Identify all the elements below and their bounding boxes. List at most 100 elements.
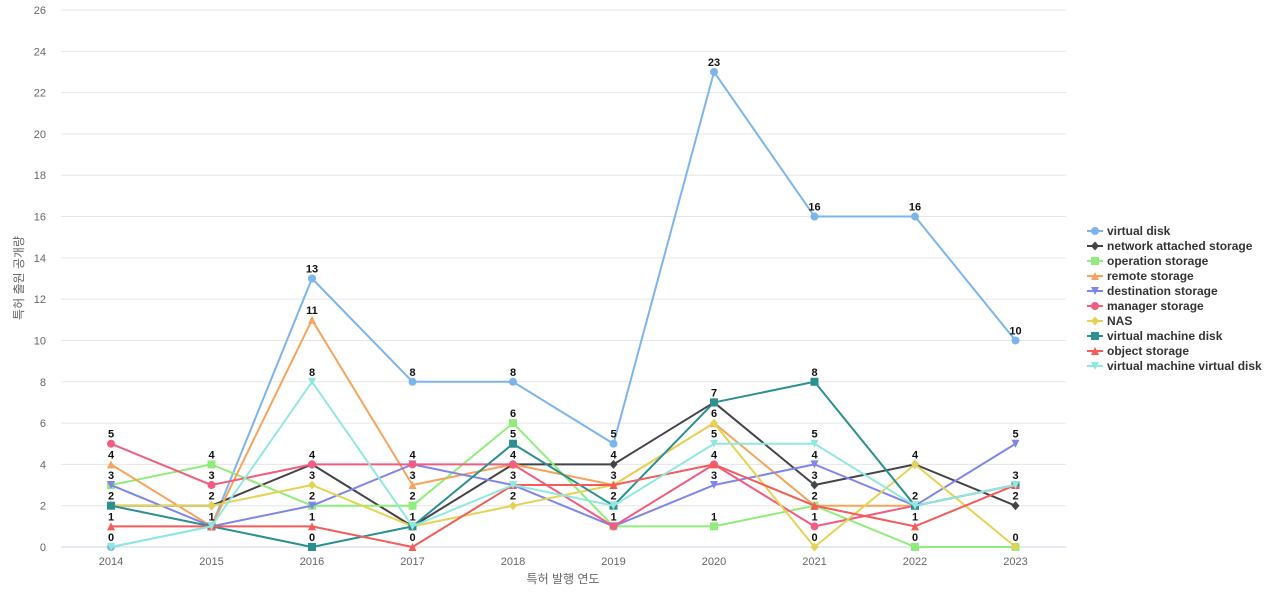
data-label: 4 bbox=[711, 449, 718, 461]
data-point bbox=[107, 501, 115, 510]
data-label: 5 bbox=[1012, 429, 1018, 441]
grid bbox=[61, 9, 1066, 548]
data-point bbox=[308, 377, 316, 386]
data-label: 2 bbox=[510, 491, 516, 503]
data-point bbox=[810, 480, 819, 490]
x-tick-label: 2018 bbox=[501, 556, 525, 568]
data-point bbox=[1011, 501, 1020, 511]
data-point bbox=[710, 481, 718, 490]
data-point bbox=[810, 377, 819, 386]
data-label: 4 bbox=[309, 449, 316, 461]
y-tick-label: 6 bbox=[40, 418, 46, 430]
data-point bbox=[308, 480, 316, 490]
x-axis-title: 특허 발행 연도 bbox=[527, 571, 600, 586]
series-9 bbox=[107, 377, 1020, 551]
legend-item[interactable]: manager storage bbox=[1087, 299, 1204, 313]
data-point bbox=[308, 274, 316, 283]
data-point bbox=[609, 481, 618, 490]
data-point bbox=[609, 459, 618, 469]
legend-marker bbox=[1091, 272, 1099, 280]
legend-label: network attached storage bbox=[1107, 239, 1253, 253]
data-label: 1 bbox=[309, 511, 315, 523]
data-label: 6 bbox=[711, 408, 717, 420]
data-label: 2 bbox=[912, 491, 918, 503]
legend-item[interactable]: operation storage bbox=[1087, 254, 1209, 268]
data-point bbox=[408, 460, 417, 469]
data-point bbox=[710, 522, 718, 531]
legend-marker bbox=[1091, 316, 1099, 326]
y-tick-label: 12 bbox=[34, 294, 46, 306]
legend-item[interactable]: network attached storage bbox=[1087, 239, 1253, 253]
y-tick-label: 4 bbox=[40, 459, 46, 471]
data-label: 8 bbox=[309, 367, 315, 379]
data-point bbox=[107, 543, 115, 551]
data-point bbox=[509, 501, 517, 511]
legend-item[interactable]: NAS bbox=[1087, 314, 1132, 328]
legend-label: virtual disk bbox=[1107, 224, 1171, 238]
data-label: 4 bbox=[811, 449, 818, 461]
legend-item[interactable]: destination storage bbox=[1087, 284, 1218, 298]
data-label: 7 bbox=[711, 387, 717, 399]
data-point bbox=[810, 522, 819, 531]
data-point bbox=[710, 398, 718, 407]
data-label: 5 bbox=[610, 429, 616, 441]
series-line bbox=[111, 463, 1016, 548]
x-tick-label: 2022 bbox=[903, 556, 927, 568]
x-tick-label: 2016 bbox=[300, 556, 324, 568]
legend-label: object storage bbox=[1107, 344, 1189, 358]
data-label: 1 bbox=[108, 511, 114, 523]
data-label: 5 bbox=[108, 429, 114, 441]
data-point bbox=[107, 522, 115, 531]
legend-item[interactable]: virtual machine virtual disk bbox=[1087, 359, 1262, 373]
data-point bbox=[810, 501, 819, 510]
legend-item[interactable]: virtual machine disk bbox=[1087, 329, 1223, 343]
data-point bbox=[609, 501, 618, 510]
data-label: 0 bbox=[912, 532, 918, 544]
data-label: 0 bbox=[1012, 532, 1018, 544]
data-point bbox=[810, 542, 819, 552]
data-label: 3 bbox=[811, 470, 817, 482]
data-label: 8 bbox=[510, 367, 516, 379]
y-tick-label: 8 bbox=[40, 377, 46, 389]
data-label: 3 bbox=[1012, 470, 1018, 482]
data-point bbox=[207, 501, 216, 511]
legend-label: NAS bbox=[1107, 314, 1132, 328]
data-point bbox=[1011, 542, 1020, 552]
legend-marker bbox=[1091, 302, 1099, 310]
data-point bbox=[710, 460, 718, 469]
y-axis-title: 특허 출원 공개량 bbox=[12, 236, 26, 320]
data-point bbox=[308, 315, 316, 324]
data-point bbox=[609, 439, 618, 448]
data-label: 0 bbox=[108, 532, 114, 544]
x-tick-label: 2017 bbox=[400, 556, 424, 568]
y-tick-label: 10 bbox=[34, 335, 46, 347]
y-tick-label: 22 bbox=[34, 88, 46, 100]
data-point bbox=[810, 460, 819, 469]
legend-marker bbox=[1091, 287, 1099, 295]
data-point bbox=[1011, 439, 1020, 448]
legend-item[interactable]: object storage bbox=[1087, 344, 1189, 358]
data-label: 3 bbox=[711, 470, 717, 482]
data-label: 1 bbox=[610, 511, 616, 523]
y-tick-label: 24 bbox=[34, 46, 46, 58]
x-tick-label: 2020 bbox=[702, 556, 726, 568]
data-label: 11 bbox=[306, 305, 318, 317]
legend-marker bbox=[1091, 257, 1099, 265]
x-tick-label: 2015 bbox=[199, 556, 223, 568]
legend-item[interactable]: virtual disk bbox=[1087, 224, 1171, 238]
data-label: 5 bbox=[510, 429, 516, 441]
axes: 특허 발행 연도 특허 출원 공개량 024681012141618202224… bbox=[12, 5, 1066, 586]
data-label: 1 bbox=[811, 511, 817, 523]
data-label: 3 bbox=[309, 470, 315, 482]
y-tick-label: 18 bbox=[34, 170, 46, 182]
data-point bbox=[308, 501, 316, 510]
data-label: 5 bbox=[811, 429, 817, 441]
data-point bbox=[308, 522, 316, 531]
legend-marker bbox=[1091, 362, 1099, 370]
data-point bbox=[509, 481, 517, 490]
data-label: 23 bbox=[708, 57, 720, 69]
data-point bbox=[810, 439, 819, 448]
legend-item[interactable]: remote storage bbox=[1087, 269, 1194, 283]
